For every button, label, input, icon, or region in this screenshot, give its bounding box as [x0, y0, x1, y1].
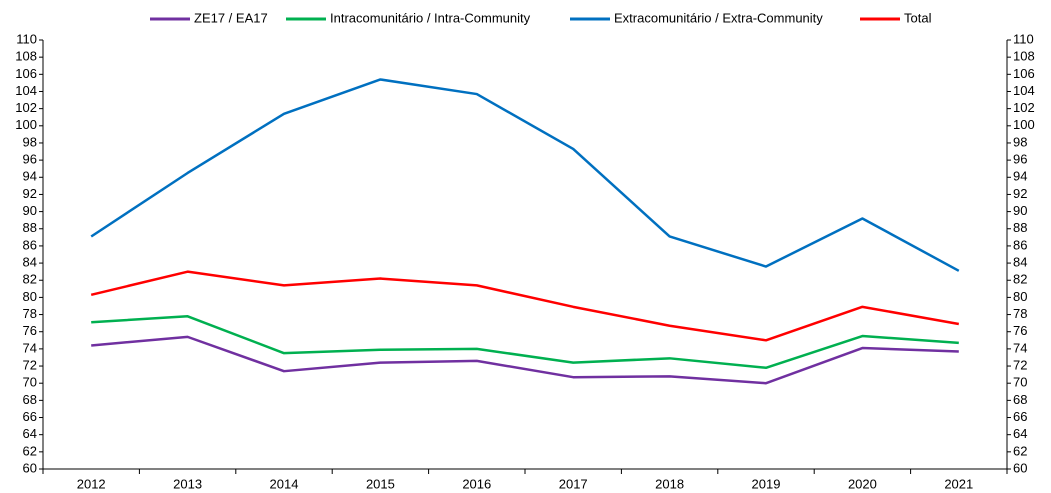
y-tick-label: 70 — [23, 375, 37, 390]
legend-label: Total — [904, 10, 932, 25]
y2-tick-label: 104 — [1013, 83, 1035, 98]
y-tick-label: 110 — [16, 31, 37, 46]
y2-tick-label: 70 — [1013, 375, 1027, 390]
x-tick-label: 2017 — [559, 476, 588, 491]
y2-tick-label: 88 — [1013, 220, 1027, 235]
x-tick-label: 2014 — [270, 476, 299, 491]
y-tick-label: 98 — [23, 134, 37, 149]
x-tick-label: 2016 — [462, 476, 491, 491]
y-tick-label: 72 — [23, 357, 37, 372]
y2-tick-label: 94 — [1013, 169, 1027, 184]
y-tick-label: 78 — [23, 306, 37, 321]
y2-tick-label: 76 — [1013, 323, 1027, 338]
y2-tick-label: 90 — [1013, 203, 1027, 218]
y-tick-label: 86 — [23, 237, 37, 252]
series-line — [91, 335, 959, 385]
x-tick-label: 2015 — [366, 476, 395, 491]
y2-tick-label: 62 — [1013, 443, 1027, 458]
y2-tick-label: 110 — [1013, 31, 1034, 46]
y-tick-label: 66 — [23, 409, 37, 424]
y2-tick-label: 64 — [1013, 426, 1027, 441]
x-tick-label: 2019 — [752, 476, 781, 491]
y-tick-label: 68 — [23, 392, 37, 407]
y2-tick-label: 108 — [1013, 49, 1035, 64]
y-tick-label: 104 — [15, 83, 37, 98]
y-tick-label: 80 — [23, 289, 37, 304]
y-tick-label: 96 — [23, 152, 37, 167]
x-tick-label: 2021 — [944, 476, 973, 491]
y2-tick-label: 66 — [1013, 409, 1027, 424]
y2-tick-label: 80 — [1013, 289, 1027, 304]
x-tick-label: 2018 — [655, 476, 684, 491]
series-line — [91, 315, 959, 370]
y-tick-label: 82 — [23, 272, 37, 287]
y2-tick-label: 92 — [1013, 186, 1027, 201]
y-tick-label: 64 — [23, 426, 37, 441]
y2-tick-label: 84 — [1013, 255, 1027, 270]
y-tick-label: 60 — [23, 460, 37, 475]
legend-label: Extracomunitário / Extra-Community — [614, 10, 823, 25]
y-tick-label: 94 — [23, 169, 37, 184]
y-tick-label: 92 — [23, 186, 37, 201]
y-tick-label: 106 — [15, 66, 37, 81]
y-tick-label: 62 — [23, 443, 37, 458]
y-tick-label: 90 — [23, 203, 37, 218]
y2-tick-label: 82 — [1013, 272, 1027, 287]
y-tick-label: 76 — [23, 323, 37, 338]
y2-tick-label: 100 — [1013, 117, 1035, 132]
x-tick-label: 2013 — [173, 476, 202, 491]
y2-tick-label: 86 — [1013, 237, 1027, 252]
y-tick-label: 108 — [15, 49, 37, 64]
y2-tick-label: 78 — [1013, 306, 1027, 321]
y2-tick-label: 96 — [1013, 152, 1027, 167]
y-tick-label: 74 — [23, 340, 37, 355]
x-tick-label: 2012 — [77, 476, 106, 491]
x-tick-label: 2020 — [848, 476, 877, 491]
y2-tick-label: 102 — [1013, 100, 1035, 115]
legend-label: ZE17 / EA17 — [194, 10, 268, 25]
y-tick-label: 102 — [15, 100, 37, 115]
legend-label: Intracomunitário / Intra-Community — [330, 10, 531, 25]
y-tick-label: 100 — [15, 117, 37, 132]
y2-tick-label: 68 — [1013, 392, 1027, 407]
y2-tick-label: 98 — [1013, 134, 1027, 149]
series-line — [90, 270, 960, 342]
y-tick-label: 84 — [23, 255, 37, 270]
y2-tick-label: 60 — [1013, 460, 1027, 475]
y2-tick-label: 72 — [1013, 357, 1027, 372]
y-tick-label: 88 — [23, 220, 37, 235]
y2-tick-label: 106 — [1013, 66, 1035, 81]
series-line — [90, 78, 960, 272]
y2-tick-label: 74 — [1013, 340, 1027, 355]
